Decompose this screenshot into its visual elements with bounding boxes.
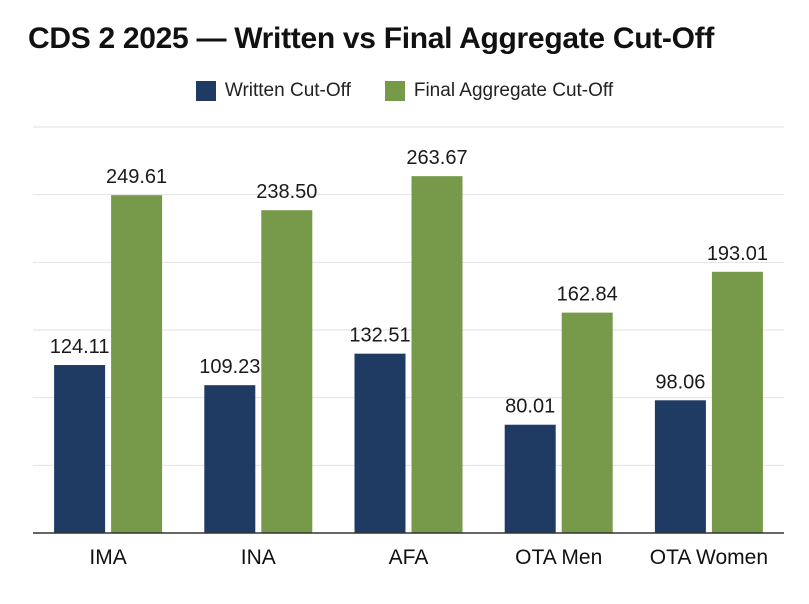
bar-final <box>111 195 163 534</box>
bar-final <box>261 210 313 534</box>
data-label: 238.50 <box>256 181 317 203</box>
legend-item-final: Final Aggregate Cut-Off <box>384 80 614 102</box>
bar-final <box>561 312 613 533</box>
x-tick-label: OTA Women <box>650 546 768 569</box>
chart-title: CDS 2 2025 — Written vs Final Aggregate … <box>28 22 715 55</box>
bar-final <box>411 176 463 533</box>
data-label: 98.06 <box>655 371 705 393</box>
legend-item-written: Written Cut-Off <box>195 80 351 102</box>
x-tick-label: AFA <box>389 546 429 569</box>
data-label: 162.84 <box>557 284 618 306</box>
x-tick-label: INA <box>241 546 276 569</box>
x-tick-label: IMA <box>89 546 126 569</box>
legend-label-final: Final Aggregate Cut-Off <box>413 80 614 101</box>
data-label: 80.01 <box>505 396 555 418</box>
bar-written <box>204 385 256 533</box>
legend: Written Cut-Off Final Aggregate Cut-Off <box>0 80 809 102</box>
data-label: 249.61 <box>106 166 167 188</box>
data-label: 263.67 <box>406 147 467 169</box>
data-label: 109.23 <box>199 356 260 378</box>
x-tick-label: OTA Men <box>515 546 602 569</box>
legend-swatch-written <box>195 81 216 101</box>
bars <box>54 176 763 534</box>
data-label: 193.01 <box>707 243 768 265</box>
x-tick-labels: IMA INA AFA OTA Men OTA Women <box>89 546 768 569</box>
legend-swatch-final <box>384 81 405 101</box>
bar-written <box>504 424 556 533</box>
bar-written <box>654 400 706 533</box>
data-label: 124.11 <box>50 336 110 358</box>
data-labels: 124.11 249.61 109.23 238.50 132.51 263.67 80.0… <box>50 147 768 418</box>
bar-written <box>54 365 106 533</box>
bar-final <box>711 271 763 533</box>
legend-label-written: Written Cut-Off <box>224 80 351 101</box>
bar-written <box>354 353 406 533</box>
data-label: 132.51 <box>349 325 410 347</box>
